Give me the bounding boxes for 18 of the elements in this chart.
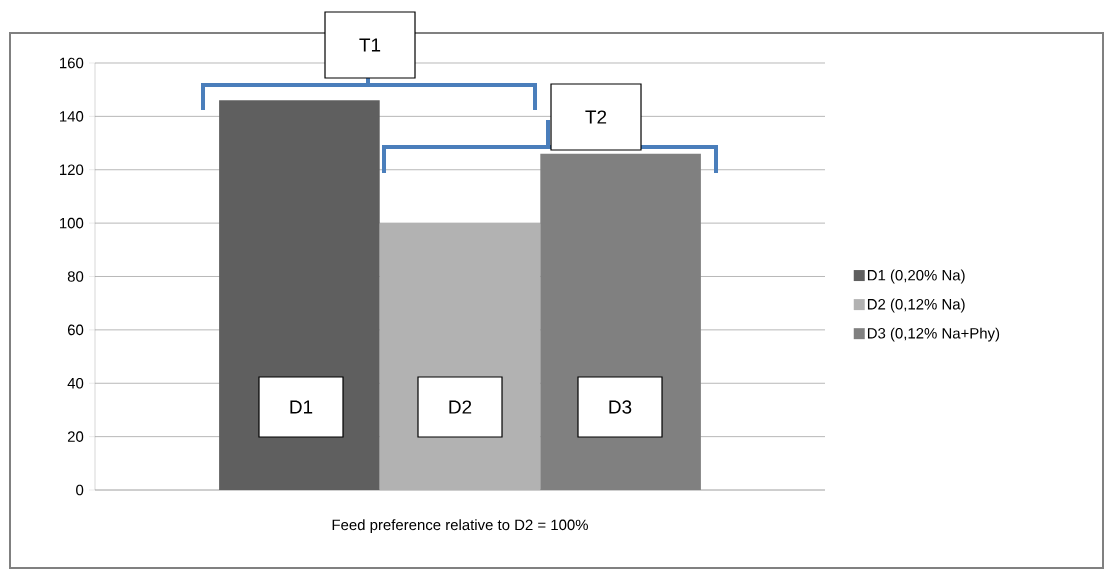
legend-label: D1 (0,20% Na) bbox=[867, 269, 965, 284]
y-tick-label: 160 bbox=[60, 57, 84, 69]
y-tick-label: 100 bbox=[60, 217, 84, 229]
y-tick-label: 120 bbox=[60, 164, 84, 176]
y-tick-label: 0 bbox=[76, 484, 84, 496]
y-tick-label: 60 bbox=[67, 324, 84, 336]
y-tick-label: 20 bbox=[67, 431, 84, 442]
annotation: D2 bbox=[449, 400, 472, 414]
y-tick-label: 40 bbox=[67, 377, 84, 389]
y-tick-label: 80 bbox=[67, 271, 84, 282]
y-tick-label: 140 bbox=[60, 111, 84, 122]
annotation: D3 bbox=[609, 400, 632, 414]
x-axis-title: Feed preference relative to D2 = 100% bbox=[332, 519, 588, 534]
text: T1 bbox=[359, 38, 381, 52]
legend-label: D3 (0,12% Na+Phy) bbox=[867, 327, 1000, 342]
legend-label: D2 (0,12% Na) bbox=[867, 298, 965, 313]
annotation: T2 bbox=[585, 110, 607, 124]
annotation: D1 bbox=[290, 400, 313, 414]
